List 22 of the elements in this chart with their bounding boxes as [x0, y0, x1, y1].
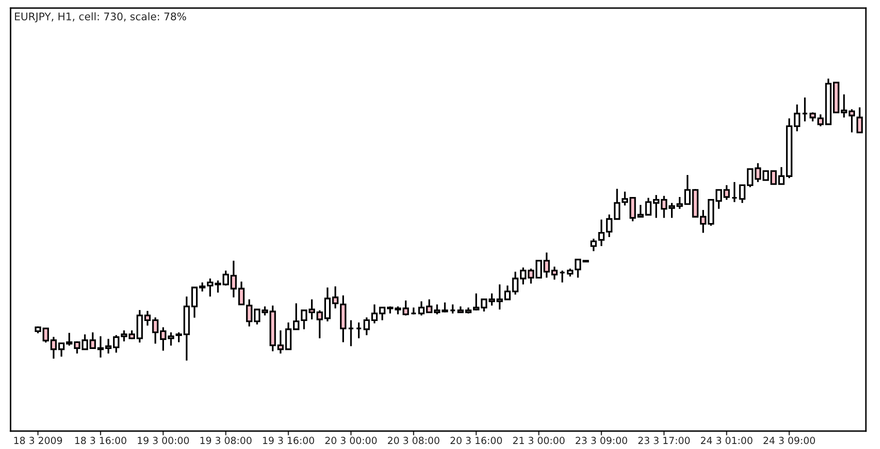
- x-tick-label: 18 3 2009: [14, 436, 62, 444]
- candlestick: [348, 319, 354, 347]
- x-tick-label: 19 3 16:00: [263, 436, 314, 444]
- x-tick-label: 21 3 00:00: [513, 436, 565, 444]
- x-tick-label: 23 3 09:00: [576, 436, 628, 444]
- candlestick: [450, 304, 456, 314]
- x-tick-label: 19 3 00:00: [138, 436, 189, 444]
- chart-title: EURJPY, H1, cell: 730, scale: 78%: [15, 12, 186, 22]
- x-tick-label: 24 3 09:00: [764, 436, 815, 444]
- candlestick: [856, 106, 863, 134]
- x-tick-label: 23 3 17:00: [638, 436, 690, 444]
- candlestick: [356, 322, 362, 340]
- candlestick: [590, 238, 597, 252]
- x-tick-label: 24 3 01:00: [700, 436, 752, 444]
- candlestick: [559, 270, 566, 284]
- x-tick-label: 20 3 16:00: [450, 436, 502, 444]
- candlestick: [802, 96, 808, 122]
- x-tick-label: 19 3 08:00: [200, 436, 252, 444]
- x-tick-label: 20 3 00:00: [325, 436, 377, 444]
- candlestick: [731, 181, 738, 203]
- x-tick-label: 20 3 08:00: [388, 436, 440, 444]
- x-tick-label: 18 3 16:00: [75, 436, 126, 444]
